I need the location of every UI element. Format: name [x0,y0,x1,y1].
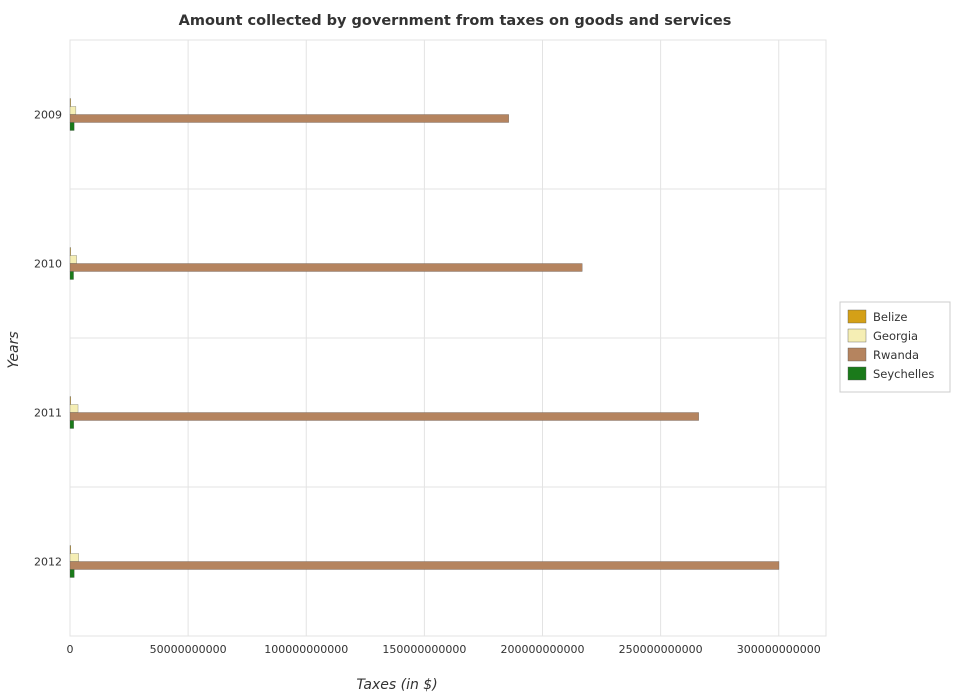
bar-rwanda-2012 [69,561,780,570]
legend-label-belize: Belize [873,310,907,324]
x-axis-label: Taxes (in $) [356,677,437,693]
bar-rwanda-2011 [69,412,699,421]
bar-rwanda-2010 [69,263,583,272]
bar-seychelles-2012 [69,569,75,578]
legend-swatch-rwanda [847,347,867,362]
bar-georgia-2012 [69,553,79,562]
legend-swatch-seychelles [847,366,867,381]
grid [69,39,827,637]
bar-seychelles-2011 [69,420,74,429]
bar-seychelles-2010 [69,271,74,280]
bar-georgia-2009 [69,106,77,115]
legend-label-seychelles: Seychelles [873,367,934,381]
legend: Belize Georgia Rwanda Seychelles [839,301,951,393]
x-tick-label: 250000000000 [619,643,703,656]
bar-belize-2011 [69,396,71,405]
bar-belize-2012 [69,545,71,554]
x-tick-label: 50000000000 [150,643,227,656]
bar-rwanda-2009 [69,114,509,123]
bar-seychelles-2009 [69,122,75,131]
y-tick-label: 2012 [34,556,62,569]
axes: 0 50000000000 100000000000 150000000000 2000… [34,109,821,657]
legend-swatch-georgia [847,328,867,343]
x-tick-label: 150000000000 [382,643,466,656]
x-tick-label: 100000000000 [264,643,348,656]
legend-label-rwanda: Rwanda [873,348,919,362]
y-tick-label: 2009 [34,109,62,122]
y-tick-label: 2010 [34,258,62,271]
bars [69,98,780,578]
legend-swatch-belize [847,309,867,324]
x-tick-label: 200000000000 [501,643,585,656]
bar-georgia-2010 [69,255,77,264]
y-tick-label: 2011 [34,407,62,420]
bar-belize-2010 [69,247,71,256]
y-axis-label: Years [6,331,22,368]
x-tick-label: 0 [67,643,74,656]
bar-belize-2009 [69,98,71,107]
legend-label-georgia: Georgia [873,329,918,343]
chart-title: Amount collected by government from taxe… [179,13,732,29]
bar-georgia-2011 [69,404,79,413]
x-tick-label: 300000000000 [737,643,821,656]
plot-border [69,39,827,637]
